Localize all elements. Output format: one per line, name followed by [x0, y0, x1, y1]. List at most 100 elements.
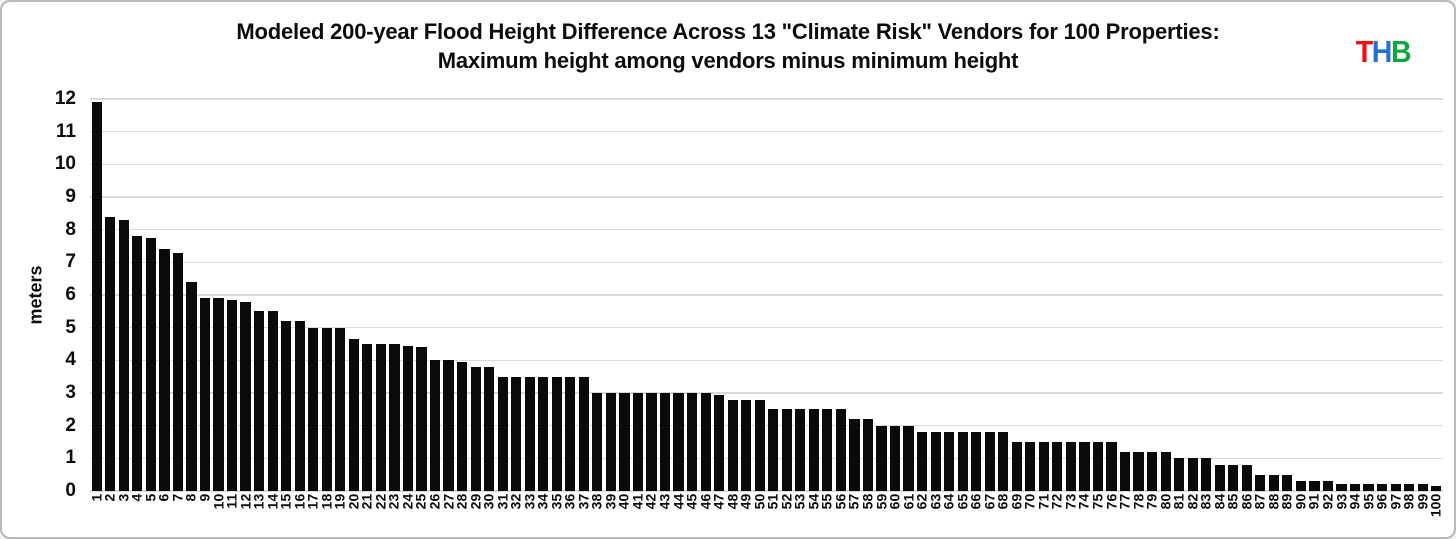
- bar: [754, 399, 765, 491]
- bar: [281, 321, 292, 491]
- bar: [470, 366, 481, 491]
- bar: [1349, 484, 1361, 491]
- bar: [984, 432, 995, 491]
- bar: [213, 298, 224, 491]
- bar: [1160, 451, 1171, 491]
- bar: [1322, 481, 1334, 491]
- bar: [416, 347, 427, 491]
- bar: [1038, 442, 1049, 491]
- x-axis-tick-labels: 1 2 3 4 5 6 7 8 9 10 11 12 13 14 15 16 17 18 19 20 21 22 23 24 2…: [88, 493, 1444, 537]
- gridline: [90, 130, 1443, 133]
- bar: [605, 393, 616, 491]
- chart-title: Modeled 200-year Flood Height Difference…: [2, 17, 1454, 75]
- bar: [1228, 464, 1239, 491]
- y-tick-label: 1: [65, 447, 76, 469]
- bar: [876, 425, 887, 491]
- bar: [998, 432, 1009, 491]
- y-tick-label: 2: [65, 414, 76, 436]
- bar: [1241, 464, 1252, 491]
- bar: [1079, 442, 1090, 491]
- bar: [105, 216, 116, 491]
- y-tick-label: 5: [65, 316, 76, 338]
- bar: [1065, 442, 1076, 491]
- y-tick-label: 8: [65, 218, 76, 240]
- bar: [199, 298, 211, 491]
- bar: [321, 327, 332, 491]
- bar: [294, 321, 305, 491]
- bar: [1025, 442, 1036, 491]
- logo-letter: H: [1371, 34, 1393, 69]
- gridline: [90, 228, 1443, 231]
- bar: [727, 399, 738, 491]
- bar: [524, 376, 535, 491]
- bar: [822, 409, 833, 491]
- y-tick-label: 9: [65, 186, 76, 207]
- bar: [91, 102, 102, 491]
- bar: [714, 394, 725, 491]
- bar: [267, 311, 278, 491]
- bar: [1390, 484, 1401, 491]
- bar: [862, 419, 874, 491]
- y-tick-label: 7: [65, 251, 76, 273]
- gridline: [90, 261, 1443, 264]
- bar: [308, 327, 319, 491]
- bar: [795, 409, 806, 491]
- gridline: [90, 196, 1443, 198]
- bar: [159, 249, 170, 491]
- x-tick-label: 100: [1427, 493, 1444, 518]
- bar: [1282, 474, 1293, 491]
- bar: [1092, 442, 1104, 491]
- bar: [578, 376, 589, 491]
- bar: [768, 409, 779, 491]
- y-tick-label: 4: [65, 349, 76, 371]
- gridline: [90, 392, 1443, 394]
- bar: [1336, 484, 1347, 491]
- bar: [1268, 474, 1279, 491]
- gridline: [90, 326, 1443, 329]
- bar: [497, 376, 508, 491]
- bar: [145, 237, 156, 491]
- y-tick-label: 12: [54, 88, 76, 109]
- bar: [1174, 458, 1185, 491]
- bar: [1295, 481, 1307, 491]
- bar: [592, 393, 603, 491]
- bar: [172, 252, 184, 491]
- bar: [1011, 442, 1022, 491]
- bar: [781, 409, 792, 491]
- y-tick-label: 6: [65, 284, 76, 305]
- bar: [375, 344, 386, 491]
- bar: [538, 376, 549, 491]
- bar: [957, 432, 968, 491]
- bar: [1417, 484, 1428, 491]
- bar: [619, 393, 630, 491]
- gridline: [90, 98, 1443, 100]
- bar: [916, 432, 928, 491]
- bar: [1214, 464, 1225, 491]
- thb-logo: THB: [1356, 34, 1412, 69]
- gridline: [90, 457, 1443, 460]
- bar: [1201, 458, 1212, 491]
- bar: [1404, 484, 1415, 491]
- gridline: [90, 163, 1443, 166]
- bar: [565, 376, 576, 491]
- plot-area: [90, 98, 1443, 492]
- bar: [903, 425, 914, 491]
- bar: [429, 360, 441, 491]
- bar: [835, 409, 846, 491]
- logo-letter: B: [1390, 34, 1412, 69]
- y-axis-tick-labels: 0 1 2 3 4 5 6 7 8 9 10 11 12: [2, 89, 82, 501]
- bar: [1106, 442, 1117, 491]
- bar: [456, 361, 468, 491]
- bar: [1431, 486, 1442, 491]
- y-tick-label: 3: [65, 382, 76, 403]
- bar: [484, 366, 495, 491]
- chart-title-line1: Modeled 200-year Flood Height Difference…: [236, 19, 1220, 44]
- bar: [335, 327, 346, 491]
- bar: [348, 339, 359, 491]
- bar: [971, 432, 982, 491]
- bar: [1187, 458, 1198, 491]
- bar: [808, 409, 819, 491]
- bar: [1147, 451, 1158, 491]
- y-tick-label: 0: [65, 480, 76, 501]
